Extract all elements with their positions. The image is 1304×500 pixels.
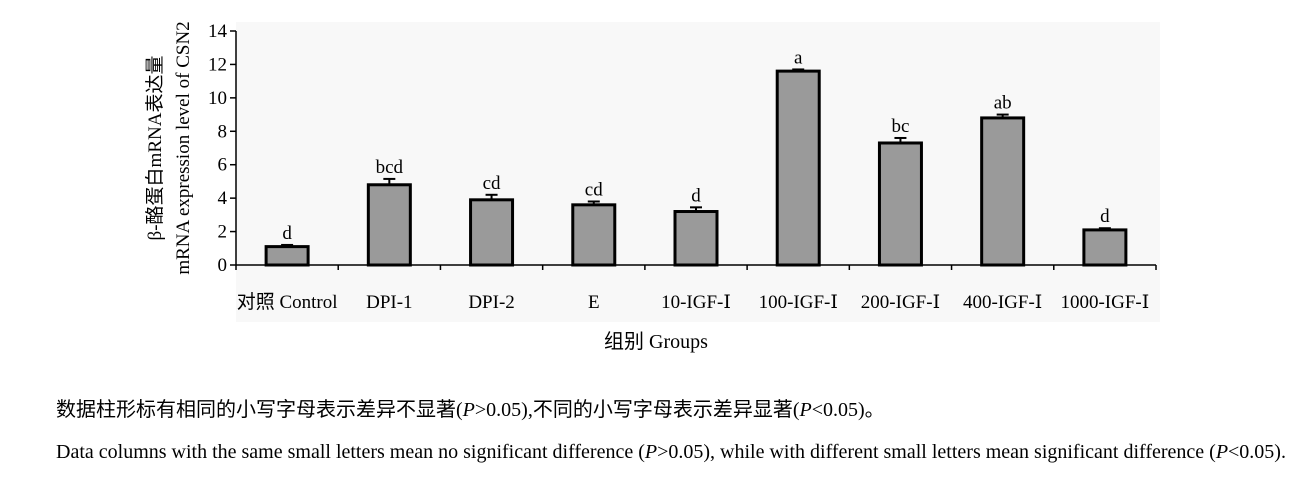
bars: d对照 ControlbcdDPI-1cdDPI-2cdEd10-IGF-Ⅰa1… <box>237 47 1150 313</box>
footnote-cn-p2: P <box>799 399 812 421</box>
footnote-en-part3: <0.05). <box>1228 441 1286 463</box>
bar <box>775 69 821 267</box>
footnote-english: Data columns with the same small letters… <box>6 432 1300 472</box>
x-axis-label: 组别 Groups <box>604 330 708 353</box>
y-tick-label: 6 <box>218 155 228 176</box>
footnote-chinese: 数据柱形标有相同的小写字母表示差异不显著(P>0.05),不同的小写字母表示差异… <box>56 393 885 422</box>
footnote-cn-part2: >0.05),不同的小写字母表示差异显著( <box>474 399 800 421</box>
bar <box>469 198 515 267</box>
bar <box>673 210 719 267</box>
footnote-cn-p1: P <box>462 399 475 421</box>
bar <box>1082 228 1128 267</box>
category-label: E <box>588 292 600 313</box>
footnote-cn-part3: <0.05)。 <box>811 399 885 421</box>
y-tick-label: 12 <box>208 54 227 75</box>
y-tick-label: 2 <box>218 222 228 243</box>
footnote-en-part2: >0.05), while with different small lette… <box>657 441 1216 463</box>
category-label: DPI-1 <box>366 292 412 313</box>
significance-label: ab <box>994 93 1012 114</box>
significance-label: a <box>794 47 803 68</box>
footnote-cn-part1: 数据柱形标有相同的小写字母表示差异不显著( <box>56 399 463 421</box>
category-label: DPI-2 <box>468 292 514 313</box>
significance-label: d <box>1100 206 1110 227</box>
bar <box>366 183 412 267</box>
bar <box>877 141 923 267</box>
y-tick-label: 0 <box>218 255 228 276</box>
y-axis-label-line2: mRNA expression level of CSN2 <box>173 21 194 274</box>
significance-label: bc <box>891 116 909 137</box>
bar <box>264 245 310 267</box>
significance-label: d <box>691 185 701 206</box>
category-label: 100-IGF-Ⅰ <box>759 292 838 313</box>
significance-label: cd <box>585 179 603 200</box>
y-tick-label: 8 <box>218 121 228 142</box>
y-axis-label-line1: β-酪蛋白mRNA表达量 <box>144 56 166 241</box>
bar <box>571 203 617 267</box>
footnote-en-p2: P <box>1215 441 1229 463</box>
category-label: 对照 Control <box>237 291 338 313</box>
significance-label: cd <box>483 173 501 194</box>
bar <box>980 116 1026 267</box>
category-label: 1000-IGF-Ⅰ <box>1060 292 1149 313</box>
y-tick-label: 14 <box>208 21 228 42</box>
y-tick-label: 4 <box>218 188 228 209</box>
significance-label: d <box>282 223 292 244</box>
category-label: 200-IGF-Ⅰ <box>861 292 940 313</box>
category-label: 10-IGF-Ⅰ <box>661 292 731 313</box>
significance-label: bcd <box>376 157 404 178</box>
footnote-en-part1: Data columns with the same small letters… <box>56 441 645 463</box>
footnote-en-p1: P <box>644 441 658 463</box>
category-label: 400-IGF-Ⅰ <box>963 292 1042 313</box>
y-tick-label: 10 <box>208 88 227 109</box>
